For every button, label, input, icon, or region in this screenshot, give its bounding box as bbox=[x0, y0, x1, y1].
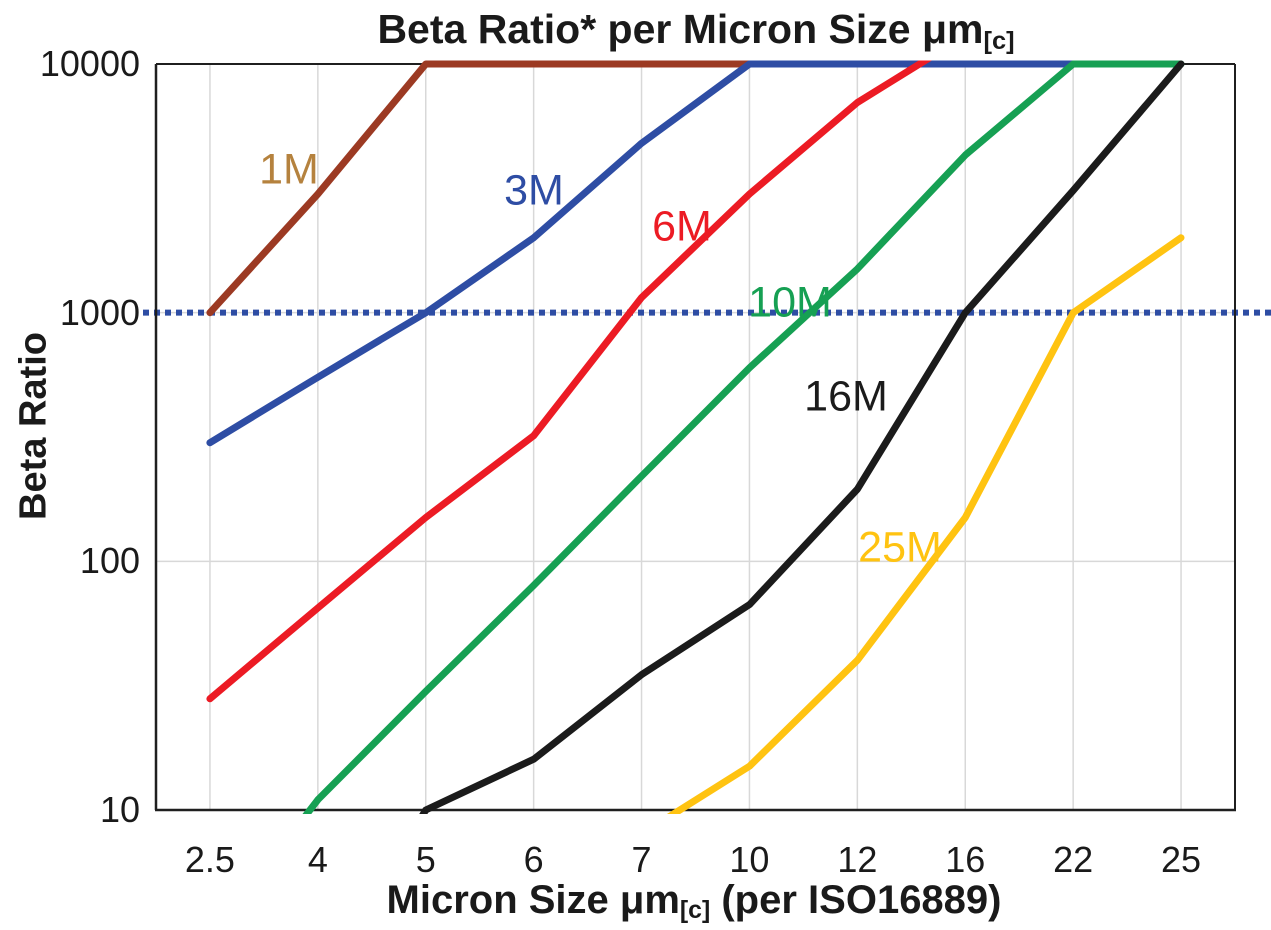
x-tick-16: 16 bbox=[945, 839, 986, 880]
x-axis-title: Micron Size μm[c] (per ISO16889) bbox=[386, 878, 1002, 925]
y-tick-1000: 1000 bbox=[59, 291, 140, 333]
x-axis-title-suffix: (per ISO16889) bbox=[710, 878, 1002, 922]
x-axis-title-subscript: [c] bbox=[679, 897, 711, 925]
series-label-25m: 25M bbox=[858, 523, 942, 572]
x-tick-10: 10 bbox=[729, 839, 770, 880]
x-tick-22: 22 bbox=[1053, 839, 1094, 880]
series-label-10m: 10M bbox=[748, 278, 832, 327]
chart-title: Beta Ratio* per Micron Size μm[c] bbox=[377, 6, 1015, 55]
x-tick-4: 4 bbox=[307, 839, 328, 880]
y-tick-10: 10 bbox=[99, 789, 140, 830]
y-tick-100: 100 bbox=[79, 540, 140, 582]
series-label-6m: 6M bbox=[652, 202, 712, 251]
series-line-16m bbox=[419, 60, 1185, 814]
series-line-25m bbox=[666, 234, 1185, 814]
x-tick-2.5: 2.5 bbox=[184, 839, 235, 880]
y-tick-10000: 10000 bbox=[39, 43, 140, 84]
series-label-3m: 3M bbox=[504, 166, 564, 215]
chart-title-subscript: [c] bbox=[983, 26, 1015, 55]
series-line-10m bbox=[302, 60, 1185, 814]
series-line-1m bbox=[206, 60, 753, 317]
x-tick-25: 25 bbox=[1161, 839, 1202, 880]
series-line-6m bbox=[206, 60, 932, 703]
y-axis-title: Beta Ratio bbox=[12, 332, 55, 520]
chart-title-text: Beta Ratio* per Micron Size μm bbox=[377, 6, 984, 52]
series-label-1m: 1M bbox=[259, 145, 319, 194]
x-tick-5: 5 bbox=[415, 839, 436, 880]
x-tick-7: 7 bbox=[631, 839, 652, 880]
x-tick-6: 6 bbox=[523, 839, 544, 880]
x-axis-title-text: Micron Size μm bbox=[386, 878, 680, 922]
series-line-3m bbox=[206, 60, 1077, 447]
x-tick-12: 12 bbox=[837, 839, 878, 880]
series-label-16m: 16M bbox=[804, 372, 888, 421]
